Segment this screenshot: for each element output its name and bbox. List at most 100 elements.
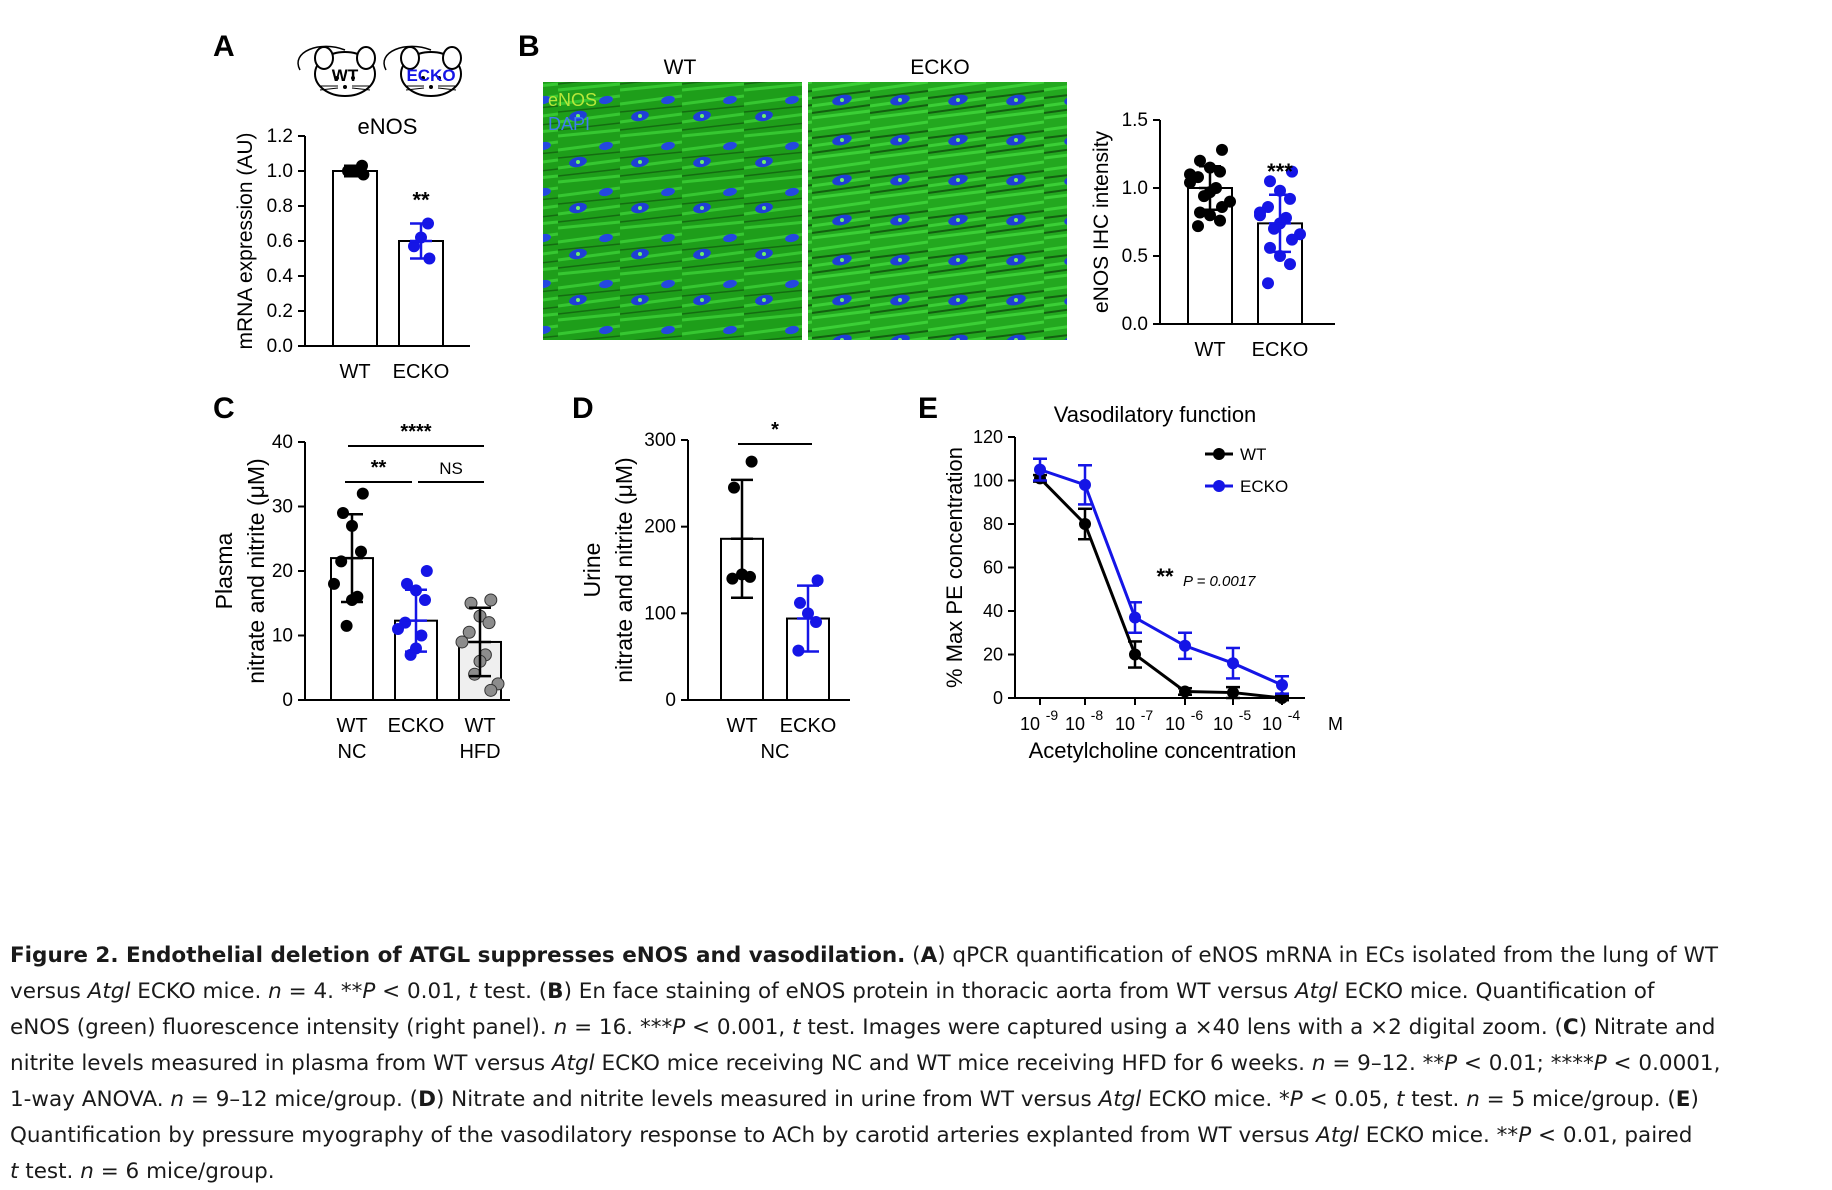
bracket-label: ** — [371, 457, 387, 479]
y-tick-label: 30 — [272, 497, 293, 518]
y-tick-label: 40 — [272, 432, 293, 453]
caption-text: = 6 mice/group. — [93, 1159, 275, 1184]
x-axis-label: Acetylcholine concentration — [1029, 738, 1297, 763]
caption-text: P — [362, 979, 376, 1004]
caption-text: t — [1395, 1087, 1405, 1112]
legend-label: WT — [1240, 445, 1266, 464]
chart-title: eNOS — [358, 114, 418, 139]
caption-text: P — [1444, 1051, 1458, 1076]
caption-text: ( — [905, 943, 921, 968]
data-point — [1179, 685, 1191, 698]
y-axis-label: mRNA expression (AU) — [234, 132, 257, 349]
x-tick-exponent: -8 — [1091, 707, 1104, 723]
data-point — [1129, 611, 1141, 624]
caption-text: ) qPCR quantification of eNOS mRNA in EC… — [937, 943, 1718, 968]
x-tick-label: 10 — [1165, 714, 1185, 734]
caption-text: t — [792, 1015, 801, 1040]
x-group-label: NC — [761, 741, 790, 763]
x-tick-label: WT — [339, 361, 370, 383]
y-tick-label: 100 — [973, 471, 1003, 491]
caption-line: versus Atgl ECKO mice. n = 4. **P < 0.01… — [10, 974, 1822, 1010]
caption-text: A — [920, 943, 938, 968]
data-point — [401, 577, 413, 590]
y-tick-label: 0.2 — [267, 301, 293, 322]
x-tick-exponent: -7 — [1141, 707, 1154, 723]
significance-label: ** — [412, 188, 430, 213]
caption-text: < 0.05, — [1302, 1087, 1396, 1112]
micrograph-ecko — [808, 82, 1067, 340]
x-tick-label: ECKO — [1252, 339, 1309, 361]
legend-marker — [1213, 448, 1225, 460]
y-axis-label: eNOS IHC intensity — [1090, 130, 1113, 313]
data-point — [408, 240, 420, 253]
x-tick-label: 10 — [1020, 714, 1040, 734]
y-tick-label: 300 — [644, 430, 676, 451]
data-point — [726, 572, 739, 585]
data-point — [1079, 478, 1091, 491]
bar — [720, 537, 764, 701]
data-point — [419, 594, 431, 607]
data-point — [464, 596, 478, 610]
bar — [332, 170, 378, 347]
caption-line: t test. n = 6 mice/group. — [10, 1154, 1822, 1190]
y-tick-label: 20 — [272, 561, 293, 582]
chart-a: 0.0 0.2 0.4 0.6 0.8 1.0 1.2 mRNA expression (AU… — [234, 114, 470, 383]
x-tick-label: WT — [336, 715, 367, 737]
micrograph-label-ecko: ECKO — [910, 56, 970, 79]
data-point — [337, 506, 349, 519]
caption-line: Quantification by pressure myography of … — [10, 1118, 1822, 1154]
y-tick-label: 1.0 — [267, 161, 293, 182]
caption-line: Figure 2. Endothelial deletion of ATGL s… — [10, 938, 1822, 974]
y-tick-label: 0.4 — [267, 266, 294, 287]
caption-text: eNOS (green) fluorescence intensity (rig… — [10, 1015, 554, 1040]
caption-text: n — [268, 979, 282, 1004]
significance-label: *** — [1267, 159, 1293, 184]
caption-text: = 4. ** — [281, 979, 363, 1004]
data-point — [1262, 277, 1274, 290]
mouse-label-wt: WT — [332, 66, 359, 85]
x-unit-label: M — [1328, 714, 1343, 734]
caption-text: D — [418, 1087, 436, 1112]
caption-text: ) Nitrate and — [1578, 1015, 1716, 1040]
x-tick-exponent: -4 — [1288, 707, 1301, 723]
data-point — [1268, 222, 1280, 235]
caption-line: nitrite levels measured in plasma from W… — [10, 1046, 1822, 1082]
data-point — [1286, 233, 1298, 246]
caption-text: n — [170, 1087, 185, 1112]
caption-text: t — [10, 1159, 19, 1184]
data-point — [1214, 214, 1226, 227]
caption-text: = 9–12 mice/group. ( — [184, 1087, 419, 1112]
caption-title: Figure 2. Endothelial deletion of ATGL s… — [10, 943, 906, 968]
data-point — [1264, 175, 1276, 188]
y-tick-label: 10 — [272, 626, 293, 647]
x-sub-label: NC — [338, 741, 367, 763]
caption-text: P — [672, 1015, 686, 1040]
data-point — [484, 683, 498, 697]
caption-text: Quantification by pressure myography of … — [10, 1123, 1317, 1148]
data-point — [1227, 686, 1239, 699]
data-point — [1034, 463, 1046, 476]
data-point — [328, 577, 340, 590]
y-tick-label: 1.5 — [1122, 110, 1148, 131]
caption-text: Atgl — [87, 979, 131, 1004]
data-point — [462, 625, 476, 639]
data-point — [728, 481, 740, 494]
caption-text: ECKO mice. ** — [1358, 1123, 1519, 1148]
y-tick-label: 200 — [644, 517, 676, 538]
panel-letter-e: E — [918, 392, 938, 425]
mouse-label-ecko: ECKO — [406, 66, 455, 85]
caption-text: t — [468, 979, 477, 1004]
y-tick-label: 120 — [973, 427, 1003, 447]
y-tick-label: 0.6 — [267, 231, 293, 252]
x-tick-label: 10 — [1262, 714, 1282, 734]
panel-letter-c: C — [213, 392, 235, 425]
chart-d: 0 100 200 300 Urine nitrate and nitrite (μM) W… — [579, 419, 850, 763]
caption-line: eNOS (green) fluorescence intensity (rig… — [10, 1010, 1822, 1046]
caption-text: = 5 mice/group. ( — [1479, 1087, 1676, 1112]
panel-letter-b: B — [518, 30, 540, 63]
micrograph-legend-dapi: DAPI — [548, 114, 590, 134]
data-point — [484, 593, 498, 607]
y-axis-label: Plasma — [211, 532, 237, 609]
x-tick-exponent: -6 — [1191, 707, 1204, 723]
caption-text: versus — [10, 979, 88, 1004]
